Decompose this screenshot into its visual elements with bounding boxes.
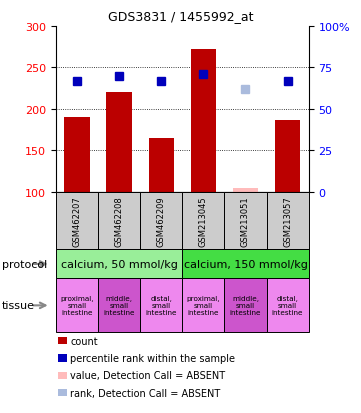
Text: middle,
small
intestine: middle, small intestine <box>230 296 261 316</box>
Text: GSM213057: GSM213057 <box>283 196 292 246</box>
Text: rank, Detection Call = ABSENT: rank, Detection Call = ABSENT <box>70 388 221 398</box>
Bar <box>149 138 174 192</box>
Text: distal,
small
intestine: distal, small intestine <box>272 296 303 316</box>
Bar <box>64 118 90 192</box>
Bar <box>275 121 300 192</box>
Bar <box>233 189 258 192</box>
Text: GSM462209: GSM462209 <box>157 196 166 246</box>
Text: GSM462208: GSM462208 <box>115 196 123 246</box>
Text: count: count <box>70 336 98 346</box>
Text: proximal,
small
intestine: proximal, small intestine <box>60 296 94 316</box>
Bar <box>106 93 132 192</box>
Text: middle,
small
intestine: middle, small intestine <box>103 296 135 316</box>
Text: value, Detection Call = ABSENT: value, Detection Call = ABSENT <box>70 370 226 380</box>
Text: percentile rank within the sample: percentile rank within the sample <box>70 353 235 363</box>
Text: GSM213051: GSM213051 <box>241 196 250 246</box>
Bar <box>191 50 216 192</box>
Text: GSM213045: GSM213045 <box>199 196 208 246</box>
Text: protocol: protocol <box>2 259 47 269</box>
Text: tissue: tissue <box>2 301 35 311</box>
Text: GDS3831 / 1455992_at: GDS3831 / 1455992_at <box>108 10 253 23</box>
Text: calcium, 50 mmol/kg: calcium, 50 mmol/kg <box>61 259 178 269</box>
Text: calcium, 150 mmol/kg: calcium, 150 mmol/kg <box>183 259 308 269</box>
Text: proximal,
small
intestine: proximal, small intestine <box>187 296 220 316</box>
Text: distal,
small
intestine: distal, small intestine <box>145 296 177 316</box>
Text: GSM462207: GSM462207 <box>73 196 82 246</box>
